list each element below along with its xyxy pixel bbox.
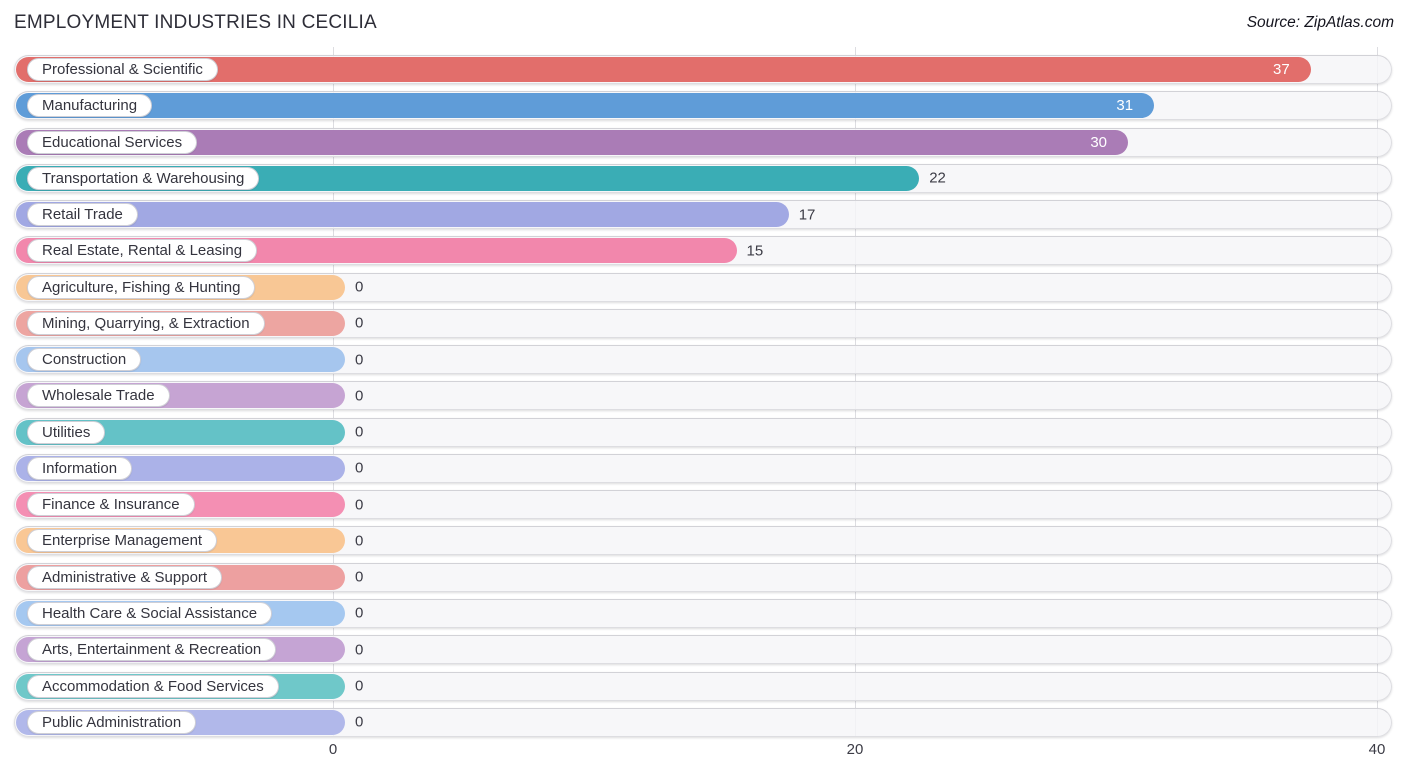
bar-value-label: 0 xyxy=(355,677,364,695)
category-label-pill: Health Care & Social Assistance xyxy=(27,601,273,625)
bar-value-label: 0 xyxy=(355,604,364,622)
x-axis-tick-label: 0 xyxy=(328,741,338,758)
bar-row: 0 Utilities xyxy=(14,417,1392,447)
bar-row: 0 Information xyxy=(14,453,1392,483)
category-label: Accommodation & Food Services xyxy=(42,677,264,695)
bar-row: 30 Educational Services xyxy=(14,127,1392,157)
category-label: Construction xyxy=(42,351,127,369)
category-label-pill: Information xyxy=(27,456,133,480)
category-label: Utilities xyxy=(42,423,91,441)
category-label-pill: Finance & Insurance xyxy=(27,493,195,517)
bar-row: 0 Administrative & Support xyxy=(14,562,1392,592)
bar-value-label: 37 xyxy=(1273,61,1290,78)
category-label-pill: Arts, Entertainment & Recreation xyxy=(27,638,277,662)
bar-value-label: 0 xyxy=(355,314,364,332)
bar-fill: 31 xyxy=(16,93,1155,119)
category-label-pill: Manufacturing xyxy=(27,94,153,118)
x-axis: 0 20 40 xyxy=(14,741,1392,763)
bar-value-label: 0 xyxy=(355,459,364,477)
bar-rows: 37 Professional & Scientific 31 Manufacturi… xyxy=(14,55,1392,737)
bar-row: 0 Health Care & Social Assistance xyxy=(14,598,1392,628)
category-label: Finance & Insurance xyxy=(42,496,180,514)
category-label: Public Administration xyxy=(42,713,182,731)
bar-fill: 37 xyxy=(16,57,1311,82)
category-label-pill: Wholesale Trade xyxy=(27,384,170,408)
category-label-pill: Administrative & Support xyxy=(27,565,223,589)
bar-fill: 30 xyxy=(16,129,1128,155)
bar-row: 0 Public Administration xyxy=(14,707,1392,737)
category-label-pill: Educational Services xyxy=(27,130,198,154)
category-label-pill: Utilities xyxy=(27,420,106,444)
bar-value-label: 0 xyxy=(355,532,364,550)
category-label: Arts, Entertainment & Recreation xyxy=(42,641,262,659)
category-label: Wholesale Trade xyxy=(42,387,155,405)
bar-row: 31 Manufacturing xyxy=(14,91,1392,121)
bar-value-label: 30 xyxy=(1090,133,1107,151)
bar-row: 0 Agriculture, Fishing & Hunting xyxy=(14,272,1392,302)
category-label: Administrative & Support xyxy=(42,568,208,586)
category-label: Manufacturing xyxy=(42,97,138,115)
bar-row: 0 Mining, Quarrying, & Extraction xyxy=(14,308,1392,338)
bar-row: 15 Real Estate, Rental & Leasing xyxy=(14,236,1392,266)
category-label-pill: Retail Trade xyxy=(27,203,138,227)
category-label-pill: Construction xyxy=(27,348,142,372)
category-label-pill: Accommodation & Food Services xyxy=(27,674,279,698)
source-credit: Source: ZipAtlas.com xyxy=(1246,14,1394,31)
x-axis-tick-label: 40 xyxy=(1368,741,1386,758)
category-label-pill: Public Administration xyxy=(27,710,197,734)
category-label-pill: Real Estate, Rental & Leasing xyxy=(27,239,258,263)
bar-row: 0 Construction xyxy=(14,345,1392,375)
bar-row: 0 Arts, Entertainment & Recreation xyxy=(14,635,1392,665)
category-label-pill: Enterprise Management xyxy=(27,529,218,553)
x-axis-tick-label: 20 xyxy=(846,741,864,758)
bar-value-label: 15 xyxy=(746,242,764,260)
category-label: Information xyxy=(42,459,118,477)
category-label: Mining, Quarrying, & Extraction xyxy=(42,314,250,332)
bar-value-label: 0 xyxy=(355,351,364,369)
category-label: Agriculture, Fishing & Hunting xyxy=(42,278,241,296)
bar-value-label: 0 xyxy=(355,278,364,296)
category-label: Health Care & Social Assistance xyxy=(42,604,258,622)
bar-value-label: 22 xyxy=(929,169,946,187)
chart-header: EMPLOYMENT INDUSTRIES IN CECILIA Source:… xyxy=(14,10,1394,46)
category-label: Real Estate, Rental & Leasing xyxy=(42,242,243,260)
category-label: Retail Trade xyxy=(42,206,123,224)
category-label: Transportation & Warehousing xyxy=(42,169,245,187)
bar-row: 0 Wholesale Trade xyxy=(14,381,1392,411)
category-label-pill: Mining, Quarrying, & Extraction xyxy=(27,311,265,335)
bar-value-label: 0 xyxy=(355,496,364,514)
bar-fill xyxy=(16,202,789,228)
bar-value-label: 17 xyxy=(798,206,816,224)
category-label: Professional & Scientific xyxy=(42,61,203,78)
bar-row: 0 Enterprise Management xyxy=(14,526,1392,556)
bar-row: 22 Transportation & Warehousing xyxy=(14,163,1392,193)
category-label-pill: Transportation & Warehousing xyxy=(27,166,260,190)
category-label-pill: Professional & Scientific xyxy=(27,58,218,81)
bar-value-label: 0 xyxy=(355,641,364,659)
category-label: Enterprise Management xyxy=(42,532,203,550)
bar-value-label: 0 xyxy=(355,713,364,731)
bar-value-label: 31 xyxy=(1116,97,1134,115)
bar-value-label: 0 xyxy=(355,387,364,405)
bar-row: 37 Professional & Scientific xyxy=(14,55,1392,84)
bar-row: 0 Accommodation & Food Services xyxy=(14,671,1392,701)
category-label-pill: Agriculture, Fishing & Hunting xyxy=(27,275,256,299)
chart-title: EMPLOYMENT INDUSTRIES IN CECILIA xyxy=(14,12,377,33)
bar-value-label: 0 xyxy=(355,423,364,441)
bar-row: 0 Finance & Insurance xyxy=(14,490,1392,520)
category-label: Educational Services xyxy=(42,133,183,151)
bar-value-label: 0 xyxy=(355,568,364,586)
bar-row: 17 Retail Trade xyxy=(14,200,1392,230)
plot-area: 37 Professional & Scientific 31 Manufacturi… xyxy=(14,47,1392,737)
